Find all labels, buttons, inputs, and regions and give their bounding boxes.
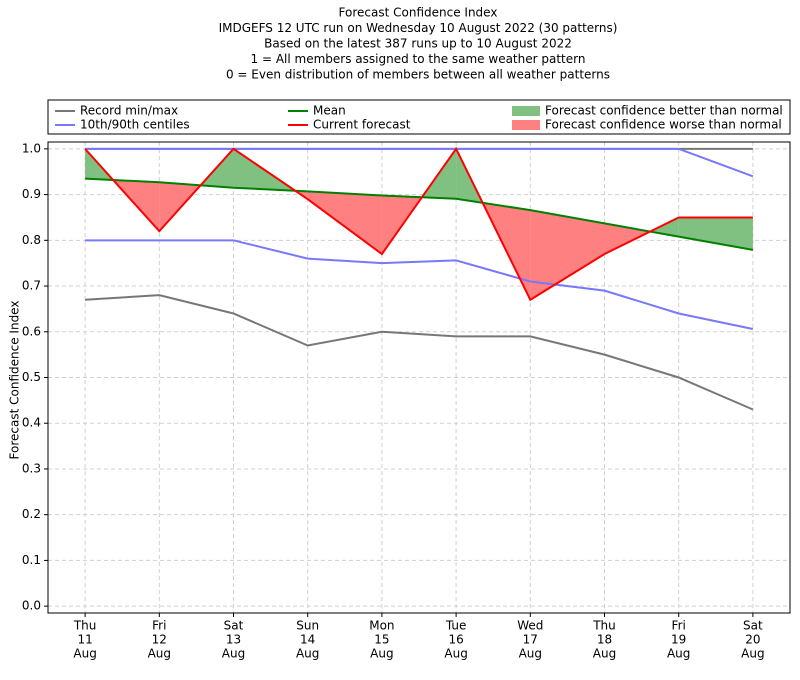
chart-title: Based on the latest 387 runs up to 10 Au… <box>264 37 572 51</box>
legend-label: 10th/90th centiles <box>80 118 190 132</box>
band-lower-line <box>85 294 754 411</box>
x-tick-label: Fri <box>672 619 686 633</box>
y-tick-label: 0.9 <box>22 187 41 201</box>
x-tick-label: Aug <box>222 647 245 661</box>
band-lower-line <box>85 239 754 331</box>
x-tick-label: Aug <box>370 647 393 661</box>
legend-label: Mean <box>313 104 346 118</box>
x-tick-label: Sun <box>296 619 319 633</box>
legend-box <box>47 99 791 135</box>
x-tick-label: 16 <box>448 633 463 647</box>
y-tick-label: 0.4 <box>22 416 41 430</box>
x-tick-label: Aug <box>667 647 690 661</box>
y-tick-label: 0.2 <box>22 507 41 521</box>
legend-label: Record min/max <box>80 104 178 118</box>
x-tick-label: Mon <box>369 619 394 633</box>
band-upper-line <box>85 147 754 178</box>
y-tick-label: 0.7 <box>22 279 41 293</box>
x-tick-label: Fri <box>152 619 166 633</box>
chart-title: 0 = Even distribution of members between… <box>226 68 610 82</box>
x-tick-label: 14 <box>300 633 315 647</box>
y-tick-label: 0.3 <box>22 461 41 475</box>
y-tick-label: 1.0 <box>22 141 41 155</box>
x-tick-label: 13 <box>226 633 241 647</box>
chart-title: Forecast Confidence Index <box>339 6 498 20</box>
confidence-fill <box>307 191 382 255</box>
x-tick-label: Sat <box>743 619 763 633</box>
legend-label: Forecast confidence worse than normal <box>545 118 782 132</box>
series-line <box>84 146 753 302</box>
x-tick-label: Wed <box>517 619 543 633</box>
x-tick-label: Aug <box>519 647 542 661</box>
legend-patch <box>512 120 540 130</box>
chart-title: 1 = All members assigned to the same wea… <box>251 52 586 66</box>
confidence-fill <box>678 217 753 250</box>
series-line <box>85 177 754 251</box>
plot-frame <box>47 141 791 614</box>
x-tick-label: 18 <box>597 633 612 647</box>
x-tick-label: Thu <box>592 619 616 633</box>
legend-patch <box>512 106 540 116</box>
y-tick-label: 0.5 <box>22 370 41 384</box>
x-tick-label: 19 <box>671 633 686 647</box>
y-tick-label: 0.8 <box>22 233 41 247</box>
x-tick-label: 17 <box>523 633 538 647</box>
x-tick-label: Sat <box>224 619 244 633</box>
x-tick-label: Thu <box>73 619 97 633</box>
x-tick-label: Aug <box>296 647 319 661</box>
confidence-fill <box>530 210 605 300</box>
chart-title: IMDGEFS 12 UTC run on Wednesday 10 Augus… <box>219 21 618 35</box>
x-tick-label: Aug <box>444 647 467 661</box>
x-tick-label: Aug <box>73 647 96 661</box>
legend-label: Current forecast <box>313 118 411 132</box>
y-tick-label: 0.0 <box>22 599 41 613</box>
x-tick-label: 15 <box>374 633 389 647</box>
y-axis-label: Forecast Confidence Index <box>8 301 22 460</box>
y-tick-label: 0.1 <box>22 553 41 567</box>
x-tick-label: 12 <box>152 633 167 647</box>
legend-label: Forecast confidence better than normal <box>545 104 783 118</box>
x-tick-label: 11 <box>77 633 92 647</box>
x-tick-label: Aug <box>741 647 764 661</box>
x-tick-label: Aug <box>593 647 616 661</box>
x-tick-label: 20 <box>745 633 760 647</box>
confidence-fill <box>604 223 651 255</box>
x-tick-label: Aug <box>148 647 171 661</box>
y-tick-label: 0.6 <box>22 324 41 338</box>
x-tick-label: Tue <box>445 619 467 633</box>
